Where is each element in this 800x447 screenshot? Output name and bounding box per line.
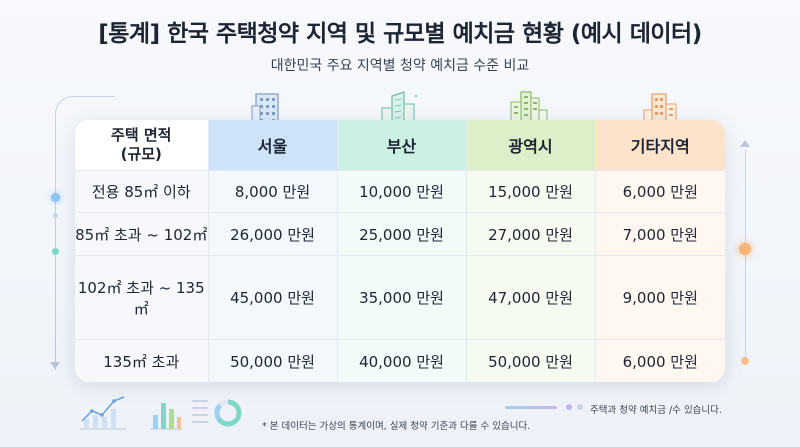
list-lines-icon (192, 400, 208, 423)
table-cell: 10,000 만원 (337, 170, 467, 214)
corner-header-line2: (규모) (120, 144, 162, 163)
table-cell: 6,000 만원 (595, 170, 725, 214)
table-cell: 40,000 만원 (337, 339, 467, 382)
donut-chart-icon (214, 399, 242, 427)
table-cell: 15,000 만원 (466, 170, 596, 214)
table-cell: 27,000 만원 (466, 212, 596, 257)
table-cell: 26,000 만원 (208, 212, 338, 257)
decor-line-left (55, 110, 56, 370)
table-cell: 35,000 만원 (337, 255, 467, 341)
page-title: [통계] 한국 주택청약 지역 및 규모별 예치금 현황 (예시 데이터) (98, 21, 702, 47)
line-chart-icon (80, 396, 126, 430)
column-header-other: 기타지역 (595, 120, 725, 171)
row-label: 102㎡ 초과 ~ 135㎡ (75, 255, 209, 341)
page-subtitle: 대한민국 주요 지역별 청약 예치금 수준 비교 (270, 58, 530, 74)
table-header-row: 주택 면적 (규모) 서울 부산 광역시 기타지역 (75, 120, 725, 171)
row-label: 135㎡ 초과 (75, 339, 209, 382)
table-cell: 7,000 만원 (595, 212, 725, 257)
arrow-down-icon (50, 362, 60, 369)
arrow-up-icon (740, 140, 750, 147)
corner-header-line1: 주택 면적 (111, 125, 172, 144)
legend-line (505, 406, 557, 409)
table-cell: 50,000 만원 (208, 339, 338, 382)
corner-header: 주택 면적 (규모) (75, 120, 209, 171)
row-label: 85㎡ 초과 ~ 102㎡ (75, 212, 209, 257)
table-cell: 25,000 만원 (337, 212, 467, 257)
column-header-busan: 부산 (337, 120, 467, 171)
table-cell: 6,000 만원 (595, 339, 725, 382)
legend-note: 주택과 청약 예치금 /수 있습니다. (590, 405, 722, 416)
table-cell: 8,000 만원 (208, 170, 338, 214)
decor-dot (51, 193, 60, 202)
footnote: * 본 데이터는 가상의 통계이며, 실제 청약 기준과 다를 수 있습니다. (262, 421, 531, 432)
column-header-seoul: 서울 (208, 120, 338, 171)
bar-chart-icon (150, 403, 182, 430)
table-cell: 50,000 만원 (466, 339, 596, 382)
decor-dot (739, 243, 751, 255)
decor-dot (53, 213, 58, 218)
table-cell: 45,000 만원 (208, 255, 338, 341)
decor-dot (566, 404, 572, 410)
decor-dot (52, 248, 59, 255)
column-header-metro: 광역시 (466, 120, 596, 171)
table-row: 전용 85㎡ 이하 8,000 만원 10,000 만원 15,000 만원 6… (75, 170, 725, 214)
decor-line-right (745, 150, 746, 360)
decor-dot (577, 404, 583, 410)
table-cell: 9,000 만원 (595, 255, 725, 341)
deposit-table-card: 주택 면적 (규모) 서울 부산 광역시 기타지역 전용 85㎡ 이하 8,00… (75, 120, 725, 382)
decor-dot (741, 357, 749, 365)
row-label: 전용 85㎡ 이하 (75, 170, 209, 214)
table-row: 85㎡ 초과 ~ 102㎡ 26,000 만원 25,000 만원 27,000… (75, 212, 725, 257)
deposit-table: 주택 면적 (규모) 서울 부산 광역시 기타지역 전용 85㎡ 이하 8,00… (75, 120, 725, 382)
table-row: 135㎡ 초과 50,000 만원 40,000 만원 50,000 만원 6,… (75, 339, 725, 382)
table-row: 102㎡ 초과 ~ 135㎡ 45,000 만원 35,000 만원 47,00… (75, 255, 725, 341)
table-cell: 47,000 만원 (466, 255, 596, 341)
